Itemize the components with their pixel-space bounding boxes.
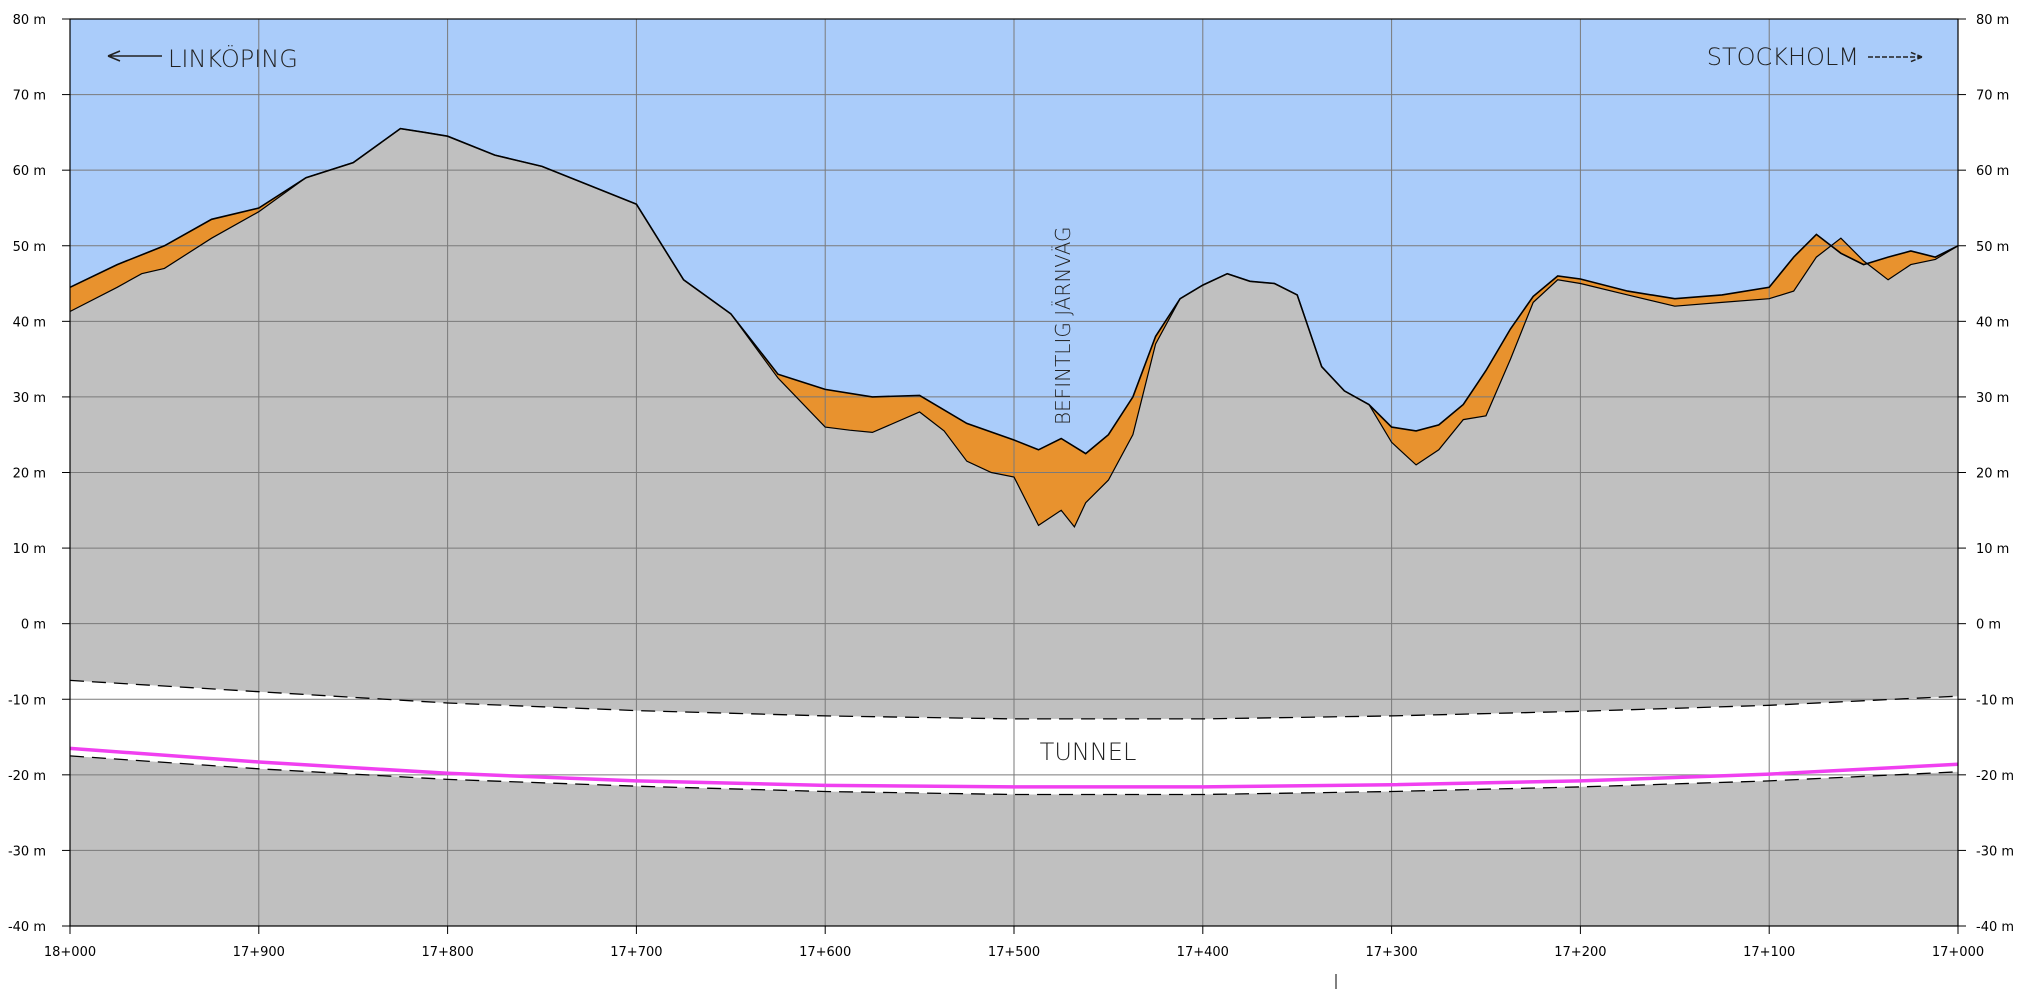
y-tick-label-right: -10 m (1976, 693, 2014, 708)
y-tick-label-right: 50 m (1976, 240, 2009, 255)
right-direction-label: STOCKHOLM (1707, 43, 1859, 71)
y-tick-label-right: -30 m (1976, 844, 2014, 859)
y-tick-label-right: 10 m (1976, 542, 2009, 557)
right-arrow-icon (1868, 51, 1923, 63)
y-tick-label-right: 70 m (1976, 89, 2009, 104)
annotations: LINKÖPING STOCKHOLM BEFINTLIG JÄRNVÄG TU… (107, 43, 1923, 766)
profile-lines (69, 127, 1959, 796)
x-tick-label: 17+600 (799, 945, 851, 960)
y-tick-label-left: 70 m (13, 89, 46, 104)
y-tick-label-left: 40 m (13, 315, 46, 330)
y-tick-label-left: -20 m (8, 769, 46, 784)
axes: 80 m 80 m 70 m 70 m 60 m 60 m 50 m 50 m 40 m 40 m… (8, 13, 2014, 989)
ground-surface-line (69, 127, 1959, 455)
y-tick-label-left: -30 m (8, 844, 46, 859)
x-tick-label: 17+900 (233, 945, 285, 960)
y-tick-label-left: 0 m (21, 618, 46, 633)
y-tick-label-right: 60 m (1976, 164, 2009, 179)
y-tick-label-right: 30 m (1976, 391, 2009, 406)
x-tick-label: 18+000 (44, 945, 96, 960)
x-tick-label: 17+200 (1554, 945, 1606, 960)
y-tick-label-left: 60 m (13, 164, 46, 179)
x-tick-label: 17+400 (1177, 945, 1229, 960)
y-tick-label-left: 20 m (13, 467, 46, 482)
x-tick-label: 17+800 (421, 945, 473, 960)
x-tick-label: 17+000 (1932, 945, 1984, 960)
y-tick-label-right: 80 m (1976, 13, 2009, 28)
left-arrow-icon (107, 50, 162, 62)
x-tick-label: 17+100 (1743, 945, 1795, 960)
y-tick-label-left: 30 m (13, 391, 46, 406)
y-tick-label-right: 0 m (1976, 618, 2001, 633)
alignment-line (69, 746, 1959, 789)
y-tick-label-right: -40 m (1976, 920, 2014, 935)
y-tick-label-right: 40 m (1976, 315, 2009, 330)
y-tick-label-left: 10 m (13, 542, 46, 557)
tunnel-top-line (69, 679, 1959, 720)
x-tick-label: 17+700 (610, 945, 662, 960)
tunnel-bottom-line (69, 755, 1959, 796)
y-tick-label-left: -10 m (8, 693, 46, 708)
right-direction-marker: STOCKHOLM (1707, 43, 1923, 71)
left-direction-marker: LINKÖPING (107, 43, 298, 73)
y-tick-label-left: 50 m (13, 240, 46, 255)
y-tick-label-right: 20 m (1976, 467, 2009, 482)
left-direction-label: LINKÖPING (168, 43, 298, 73)
x-tick-label: 17+500 (988, 945, 1040, 960)
y-tick-label-left: 80 m (13, 13, 46, 28)
y-tick-label-left: -40 m (8, 920, 46, 935)
tunnel-label: TUNNEL (1040, 738, 1137, 766)
railway-label: BEFINTLIG JÄRNVÄG (1051, 226, 1075, 425)
y-tick-label-right: -20 m (1976, 769, 2014, 784)
x-tick-label: 17+300 (1365, 945, 1417, 960)
